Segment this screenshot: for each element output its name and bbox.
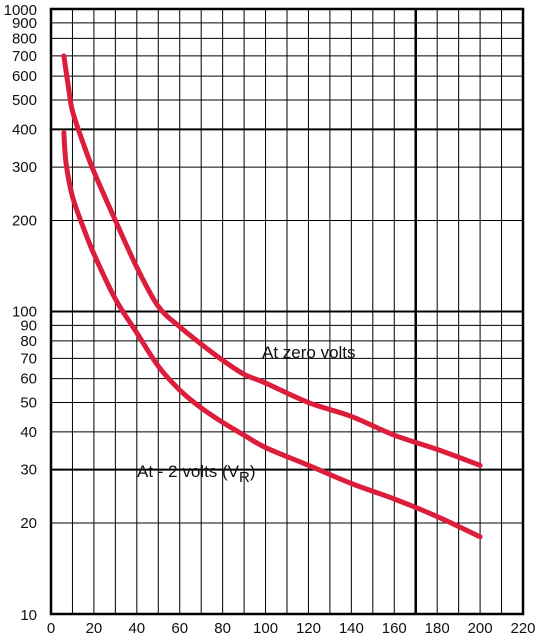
series-label-minus-2-volts-suffix: ) bbox=[250, 462, 256, 481]
series-label-minus-2-volts-subscript: R bbox=[239, 469, 250, 486]
x-tick-label: 200 bbox=[468, 620, 493, 637]
x-tick-label: 160 bbox=[382, 620, 407, 637]
y-tick-label: 40 bbox=[20, 424, 37, 441]
y-tick-label: 10 bbox=[20, 607, 37, 624]
y-tick-label: 100 bbox=[12, 304, 37, 321]
y-tick-label: 20 bbox=[20, 515, 37, 532]
y-tick-label: 600 bbox=[12, 68, 37, 85]
y-tick-label: 30 bbox=[20, 462, 37, 479]
series-labels: At zero volts At - 2 volts (VR) bbox=[137, 343, 356, 486]
y-tick-label: 60 bbox=[20, 371, 37, 388]
series-layer bbox=[61, 53, 483, 540]
y-tick-label: 80 bbox=[20, 333, 37, 350]
y-tick-label: 700 bbox=[12, 48, 37, 65]
x-tick-label: 100 bbox=[253, 620, 278, 637]
plot-frame bbox=[49, 7, 525, 616]
y-tick-label: 900 bbox=[12, 15, 37, 32]
x-tick-label: 40 bbox=[128, 620, 145, 637]
y-tick-label: 90 bbox=[20, 317, 37, 334]
x-tick-label: 60 bbox=[171, 620, 188, 637]
grid-emphasis-lines bbox=[51, 9, 523, 614]
y-tick-label: 800 bbox=[12, 30, 37, 47]
series-label-minus-2-volts-main: At - 2 volts (V bbox=[137, 462, 240, 481]
y-tick-label: 300 bbox=[12, 159, 37, 176]
x-axis-ticks: 0 20 40 60 80 100 120 140 160 180 200 220 bbox=[47, 620, 536, 637]
x-tick-label: 140 bbox=[339, 620, 364, 637]
x-tick-label: 0 bbox=[47, 620, 55, 637]
y-tick-label: 50 bbox=[20, 395, 37, 412]
y-tick-label: 500 bbox=[12, 92, 37, 109]
y-tick-label: 400 bbox=[12, 121, 37, 138]
series-line-0 bbox=[61, 53, 483, 468]
series-line-1 bbox=[61, 130, 483, 540]
series-label-zero-volts: At zero volts bbox=[262, 343, 356, 362]
x-tick-label: 80 bbox=[214, 620, 231, 637]
x-tick-label: 20 bbox=[86, 620, 103, 637]
x-tick-label: 180 bbox=[425, 620, 450, 637]
series-label-minus-2-volts: At - 2 volts (VR) bbox=[137, 462, 256, 486]
y-tick-label: 200 bbox=[12, 212, 37, 229]
x-tick-label: 120 bbox=[296, 620, 321, 637]
y-tick-label: 1000 bbox=[4, 2, 37, 19]
y-tick-label: 70 bbox=[20, 350, 37, 367]
x-tick-label: 220 bbox=[510, 620, 535, 637]
